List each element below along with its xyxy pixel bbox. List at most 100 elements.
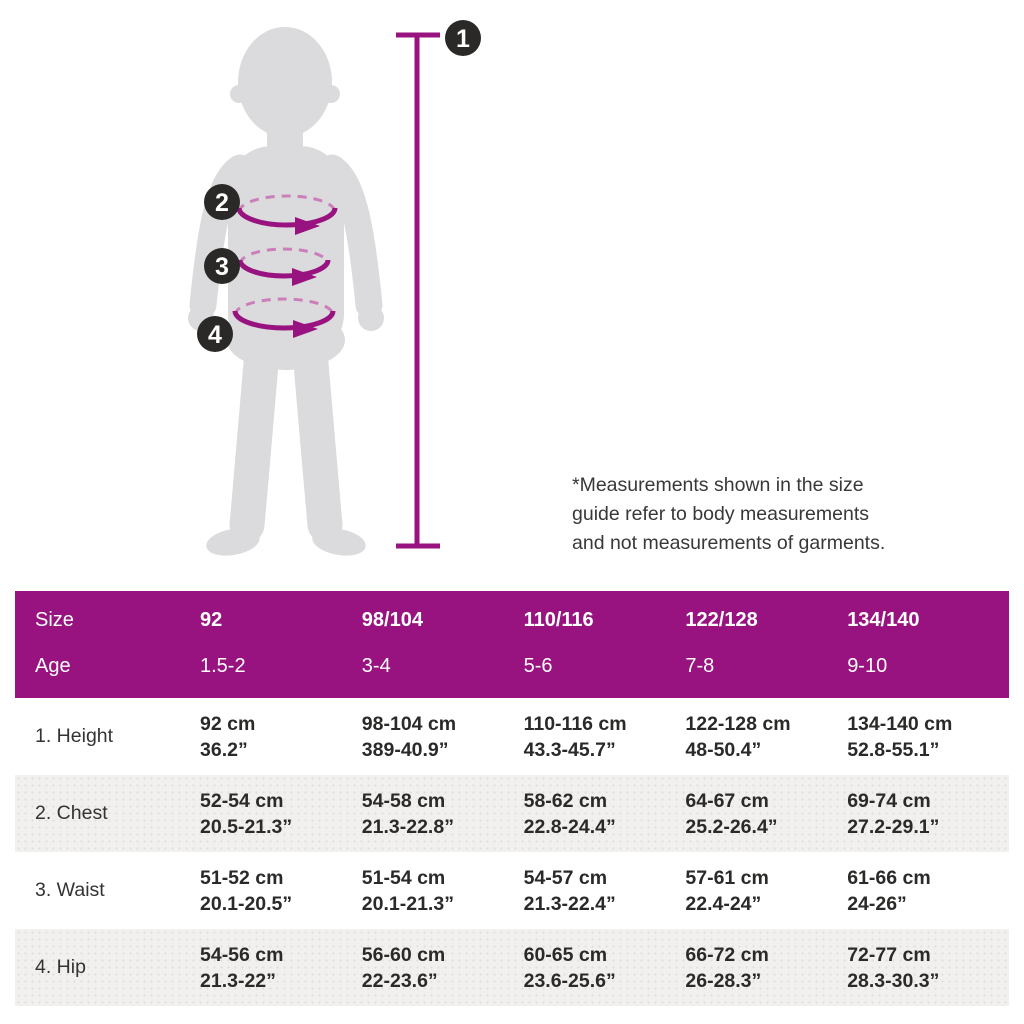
marker-badge-3-number: 3 (215, 253, 229, 281)
chest-cell-134-140: 69-74 cm 27.2-29.1” (847, 788, 1009, 840)
hip-measure-ring (232, 297, 336, 338)
size-column-134-140: 134/140 (847, 608, 920, 631)
inch-value: 25.2-26.4” (685, 815, 778, 838)
row-label-hip: 4. Hip (35, 956, 86, 978)
age-column-3: 5-6 (523, 655, 553, 678)
note-line: guide refer to body measurements (572, 503, 869, 525)
waist-cell-110-116: 54-57 cm 21.3-22.4” (524, 865, 686, 917)
chest-cell-122-128: 64-67 cm 25.2-26.4” (685, 788, 847, 840)
hip-cell-98-104: 56-60 cm 22-23.6” (362, 942, 524, 994)
table-row-waist: 3. Waist 51-52 cm 20.1-20.5” 51-54 cm 20… (15, 852, 1009, 929)
inch-value: 28.3-30.3” (847, 969, 940, 992)
table-row-chest: 2. Chest 52-54 cm 20.5-21.3” 54-58 cm 21… (15, 775, 1009, 852)
row-label-height: 1. Height (35, 725, 114, 747)
marker-badge-4-number: 4 (208, 321, 222, 349)
chest-measure-ring (236, 194, 338, 235)
cm-value: 56-60 cm (361, 943, 446, 966)
cm-value: 60-65 cm (523, 943, 608, 966)
height-cell-122-128: 122-128 cm 48-50.4” (685, 711, 847, 763)
chest-cell-110-116: 58-62 cm 22.8-24.4” (524, 788, 686, 840)
inch-value: 26-28.3” (685, 969, 762, 992)
inch-value: 21.3-22” (200, 969, 276, 992)
marker-badge-3: 3 (204, 248, 240, 284)
cm-value: 110-116 cm (523, 712, 627, 735)
size-guide-table: Size 92 98/104 110/116 122/128 134/140 A… (15, 591, 1009, 1006)
cm-value: 134-140 cm (847, 712, 953, 735)
cm-value: 54-56 cm (200, 943, 284, 966)
inch-value: 21.3-22.8” (361, 815, 454, 838)
cm-value: 52-54 cm (200, 789, 284, 812)
size-column-110-116: 110/116 (523, 608, 594, 631)
row-label-waist: 3. Waist (35, 879, 105, 901)
height-cell-134-140: 134-140 cm 52.8-55.1” (847, 711, 1009, 763)
inch-value: 20.1-21.3” (361, 892, 454, 915)
cm-value: 92 cm (200, 712, 256, 735)
inch-value: 52.8-55.1” (847, 738, 940, 761)
marker-badge-2-number: 2 (215, 189, 229, 217)
cm-value: 57-61 cm (685, 866, 769, 889)
inch-value: 24-26” (847, 892, 907, 915)
cm-value: 54-58 cm (361, 789, 446, 812)
cm-value: 66-72 cm (685, 943, 769, 966)
size-column-98-104: 98/104 (361, 608, 423, 631)
marker-badge-2: 2 (204, 184, 240, 220)
measurements-note: *Measurements shown in the size guide re… (572, 471, 972, 558)
inch-value: 389-40.9” (361, 738, 449, 761)
height-measure-line (396, 32, 440, 549)
hip-cell-92: 54-56 cm 21.3-22” (200, 942, 362, 994)
waist-cell-134-140: 61-66 cm 24-26” (847, 865, 1009, 917)
height-cell-98-104: 98-104 cm 389-40.9” (362, 711, 524, 763)
waist-cell-122-128: 57-61 cm 22.4-24” (685, 865, 847, 917)
hip-cell-122-128: 66-72 cm 26-28.3” (685, 942, 847, 994)
inch-value: 22.4-24” (685, 892, 762, 915)
inch-value: 22.8-24.4” (523, 815, 616, 838)
inch-value: 27.2-29.1” (847, 815, 940, 838)
size-column-92: 92 (200, 608, 223, 631)
inch-value: 43.3-45.7” (523, 738, 616, 761)
waist-cell-98-104: 51-54 cm 20.1-21.3” (362, 865, 524, 917)
waist-cell-92: 51-52 cm 20.1-20.5” (200, 865, 362, 917)
marker-badge-1: 1 (445, 20, 481, 56)
hip-cell-110-116: 60-65 cm 23.6-25.6” (524, 942, 686, 994)
cm-value: 69-74 cm (847, 789, 931, 812)
age-column-2: 3-4 (361, 655, 391, 678)
cm-value: 51-52 cm (200, 866, 284, 889)
table-row-hip: 4. Hip 54-56 cm 21.3-22” 56-60 cm 22-23.… (15, 929, 1009, 1006)
cm-value: 72-77 cm (847, 943, 931, 966)
cm-value: 54-57 cm (523, 866, 608, 889)
size-guide-figure: 1 2 3 4 (188, 20, 481, 556)
height-cell-110-116: 110-116 cm 43.3-45.7” (524, 711, 686, 763)
size-column-122-128: 122/128 (685, 608, 758, 631)
inch-value: 20.5-21.3” (200, 815, 293, 838)
inch-value: 22-23.6” (361, 969, 438, 992)
marker-badge-4: 4 (197, 316, 233, 352)
age-column-1: 1.5-2 (200, 655, 246, 678)
chest-cell-92: 52-54 cm 20.5-21.3” (200, 788, 362, 840)
table-row-height: 1. Height 92 cm 36.2” 98-104 cm 389-40.9… (15, 698, 1009, 775)
height-cell-92: 92 cm 36.2” (200, 711, 362, 763)
child-silhouette (188, 27, 384, 556)
note-line: and not measurements of garments. (572, 532, 886, 554)
inch-value: 36.2” (200, 738, 248, 761)
size-header-label: Size (35, 608, 74, 631)
inch-value: 23.6-25.6” (523, 969, 616, 992)
age-header-label: Age (35, 655, 71, 678)
waist-measure-ring (237, 247, 331, 286)
table-header: Size 92 98/104 110/116 122/128 134/140 A… (15, 591, 1009, 698)
inch-value: 48-50.4” (685, 738, 762, 761)
marker-badge-1-number: 1 (456, 25, 470, 53)
cm-value: 51-54 cm (361, 866, 446, 889)
age-column-4: 7-8 (685, 655, 715, 678)
age-column-5: 9-10 (847, 655, 888, 678)
cm-value: 61-66 cm (847, 866, 931, 889)
note-line: *Measurements shown in the size (572, 474, 864, 496)
inch-value: 20.1-20.5” (200, 892, 293, 915)
hip-cell-134-140: 72-77 cm 28.3-30.3” (847, 942, 1009, 994)
cm-value: 64-67 cm (685, 789, 769, 812)
cm-value: 58-62 cm (523, 789, 608, 812)
row-label-chest: 2. Chest (35, 802, 108, 824)
inch-value: 21.3-22.4” (523, 892, 616, 915)
chest-cell-98-104: 54-58 cm 21.3-22.8” (362, 788, 524, 840)
cm-value: 122-128 cm (685, 712, 791, 735)
cm-value: 98-104 cm (361, 712, 457, 735)
